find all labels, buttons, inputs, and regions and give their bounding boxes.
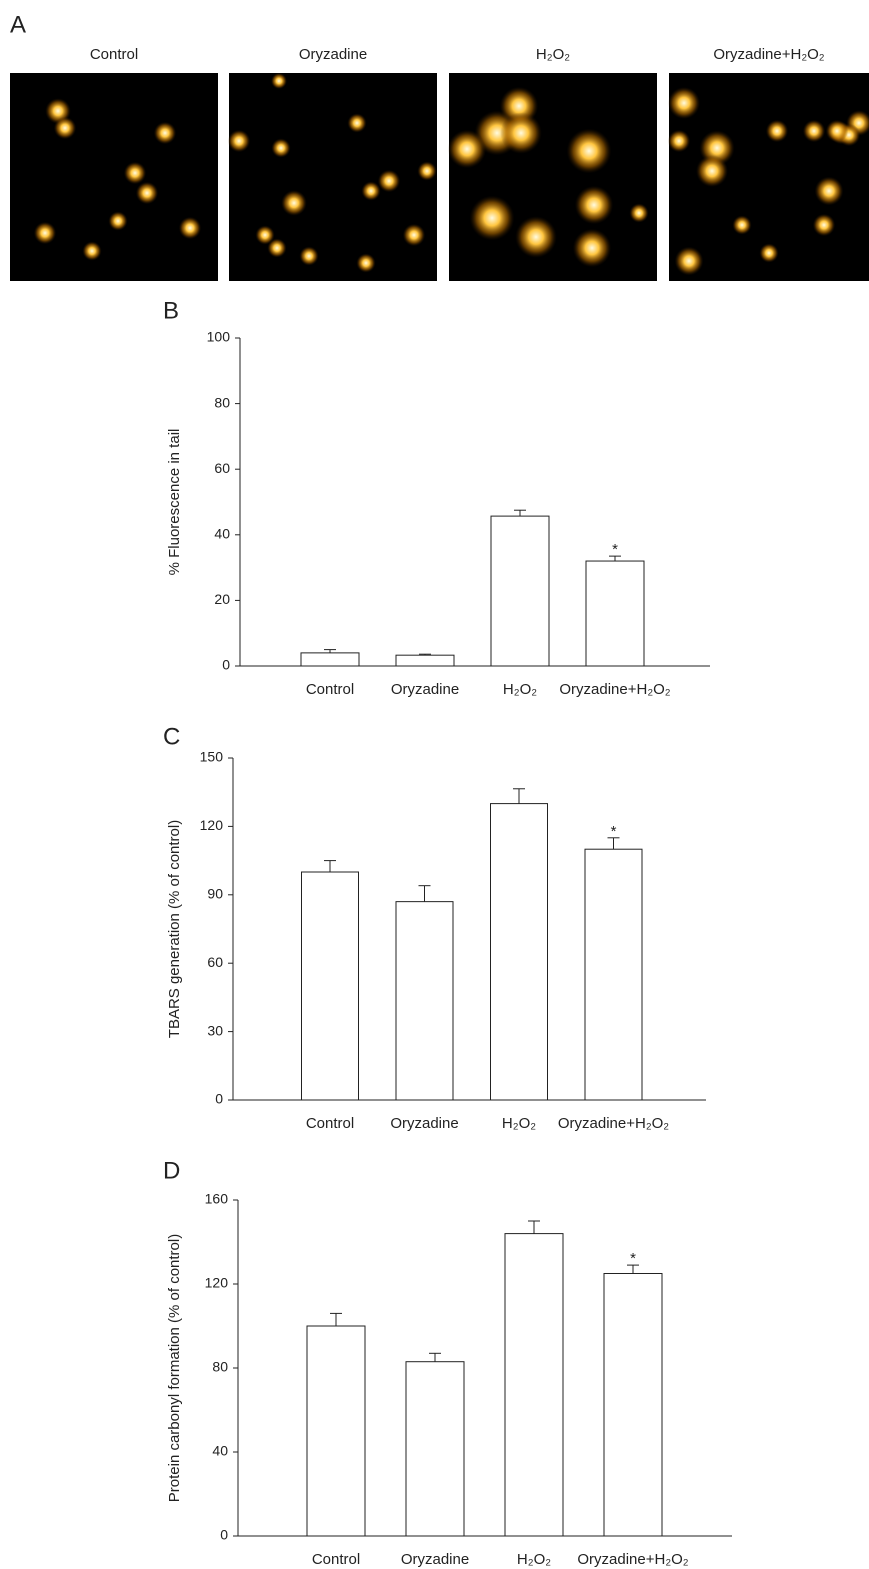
bar (302, 872, 359, 1100)
nucleus (124, 162, 146, 184)
y-tick-label: 60 (207, 954, 223, 970)
x-tick-label: Oryzadine (390, 1115, 458, 1132)
nucleus (500, 112, 542, 154)
nucleus (34, 222, 56, 244)
y-tick-label: 40 (214, 526, 230, 542)
nucleus (668, 87, 700, 119)
nucleus (448, 130, 486, 168)
panel-label: A (10, 11, 26, 38)
y-tick-label: 90 (207, 886, 223, 902)
micrograph (449, 73, 657, 281)
significance-mark: * (611, 823, 617, 840)
nucleus (54, 117, 76, 139)
nucleus (356, 253, 375, 272)
bar (396, 655, 454, 666)
nucleus (515, 216, 557, 258)
y-tick-label: 150 (200, 749, 224, 765)
y-axis-label: % Fluorescence in tail (166, 429, 183, 576)
x-tick-label: Control (306, 681, 354, 698)
nucleus (826, 120, 848, 142)
y-tick-label: 30 (207, 1022, 223, 1038)
nucleus (403, 224, 425, 246)
bar (604, 1274, 662, 1537)
y-tick-label: 120 (205, 1275, 229, 1291)
nucleus (470, 196, 515, 241)
bar (406, 1362, 464, 1536)
panel-label: C (163, 723, 180, 750)
nucleus (813, 214, 835, 236)
x-tick-label: Oryzadine (391, 681, 459, 698)
nucleus (228, 130, 250, 152)
x-tick-label: H₂O₂ (503, 681, 537, 698)
y-tick-label: 20 (214, 591, 230, 607)
significance-mark: * (630, 1250, 636, 1267)
nucleus (361, 181, 380, 200)
nucleus (82, 241, 101, 260)
image-title: Control (90, 46, 138, 63)
nucleus (575, 186, 613, 224)
bar (491, 516, 549, 666)
nucleus (136, 182, 158, 204)
figure: A Control Oryzadine H₂O₂ Oryzadine+H₂O₂ B % F… (0, 0, 869, 1569)
nucleus (179, 217, 201, 239)
y-tick-label: 60 (214, 460, 230, 476)
x-tick-label: Oryzadine+H₂O₂ (559, 681, 670, 698)
image-title: Oryzadine+H₂O₂ (713, 46, 824, 63)
nucleus (675, 247, 704, 276)
y-tick-label: 0 (215, 1091, 223, 1107)
nucleus (629, 203, 648, 222)
nucleus (815, 177, 844, 206)
x-tick-label: Oryzadine+H₂O₂ (577, 1551, 688, 1568)
micrograph (10, 73, 218, 281)
bar (586, 561, 644, 666)
y-axis-label: TBARS generation (% of control) (166, 820, 183, 1038)
bar (505, 1234, 563, 1536)
x-tick-label: Oryzadine (401, 1551, 469, 1568)
bar (491, 804, 548, 1100)
nucleus (299, 246, 318, 265)
nucleus (271, 73, 287, 89)
y-tick-label: 80 (212, 1359, 228, 1375)
nucleus (271, 138, 290, 157)
image-title: Oryzadine (299, 46, 367, 63)
y-tick-label: 80 (214, 394, 230, 410)
y-tick-label: 0 (220, 1527, 228, 1543)
y-axis-label: Protein carbonyl formation (% of control… (166, 1234, 183, 1502)
x-tick-label: Oryzadine+H₂O₂ (558, 1115, 669, 1132)
x-tick-label: H₂O₂ (517, 1551, 551, 1568)
bar (396, 902, 453, 1100)
nucleus (378, 170, 400, 192)
nucleus (567, 129, 612, 174)
nucleus (108, 211, 127, 230)
nucleus (573, 229, 611, 267)
nucleus (766, 120, 788, 142)
y-tick-label: 40 (212, 1443, 228, 1459)
y-tick-label: 100 (207, 329, 231, 345)
x-tick-label: Control (306, 1115, 354, 1132)
nucleus (803, 120, 825, 142)
nucleus (668, 130, 690, 152)
x-tick-label: Control (312, 1551, 360, 1568)
bar (301, 653, 359, 666)
nucleus (417, 161, 436, 180)
x-tick-label: H₂O₂ (502, 1115, 536, 1132)
image-title: H₂O₂ (536, 46, 570, 63)
bar (307, 1326, 365, 1536)
nucleus (732, 215, 751, 234)
y-tick-label: 160 (205, 1191, 229, 1207)
nucleus (347, 113, 366, 132)
nucleus (154, 122, 176, 144)
nucleus (696, 155, 728, 187)
significance-mark: * (612, 541, 618, 558)
nucleus (267, 238, 286, 257)
y-tick-label: 0 (222, 657, 230, 673)
y-tick-label: 120 (200, 817, 224, 833)
nucleus (759, 243, 778, 262)
bar (585, 849, 642, 1100)
panel-label: B (163, 297, 179, 324)
panel-label: D (163, 1157, 180, 1184)
micrograph (229, 73, 437, 281)
nucleus (281, 190, 307, 216)
